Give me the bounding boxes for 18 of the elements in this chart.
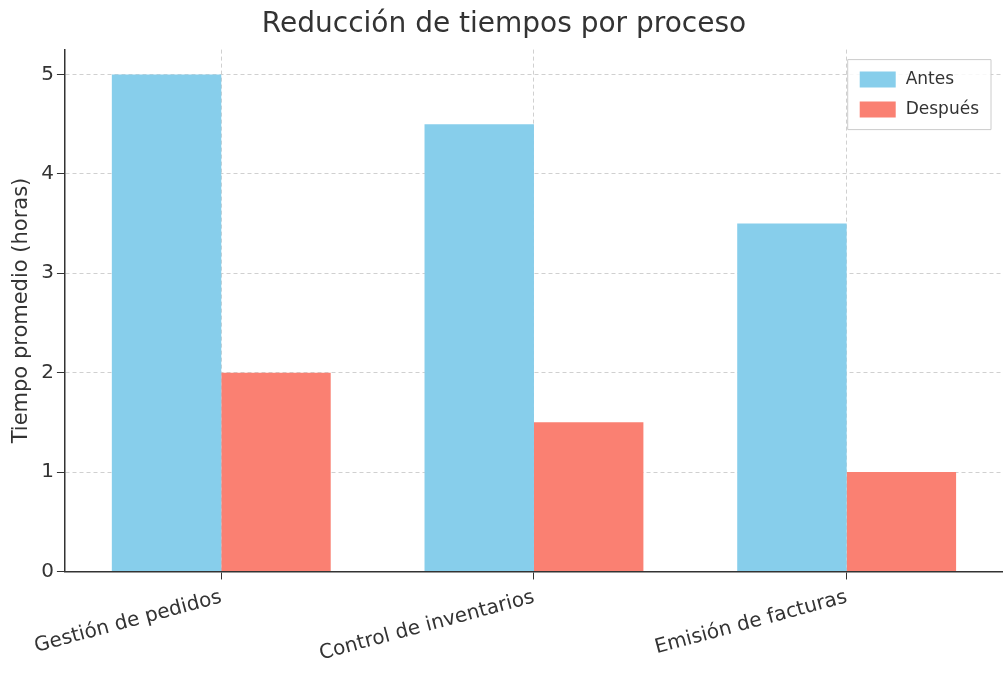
- y-tick-label: 2: [41, 358, 54, 383]
- bar: [221, 372, 331, 571]
- y-tick-label: 4: [41, 160, 54, 185]
- y-tick-label: 5: [41, 60, 54, 85]
- y-axis-title: Tiempo promedio (horas): [8, 177, 33, 445]
- legend-label: Antes: [905, 68, 955, 89]
- bar: [846, 472, 957, 571]
- bar: [533, 422, 644, 571]
- x-tick-label: Gestión de pedidos: [31, 583, 224, 657]
- bar: [111, 74, 222, 571]
- y-tick-label: 0: [41, 557, 54, 582]
- bar: [424, 124, 534, 571]
- chart-title: Reducción de tiempos por proceso: [261, 6, 747, 40]
- y-tick-label: 3: [41, 259, 54, 284]
- legend-label: Después: [905, 98, 980, 119]
- y-tick-label: 1: [41, 458, 54, 483]
- x-tick-label: Emisión de facturas: [651, 583, 850, 659]
- bar: [737, 223, 847, 571]
